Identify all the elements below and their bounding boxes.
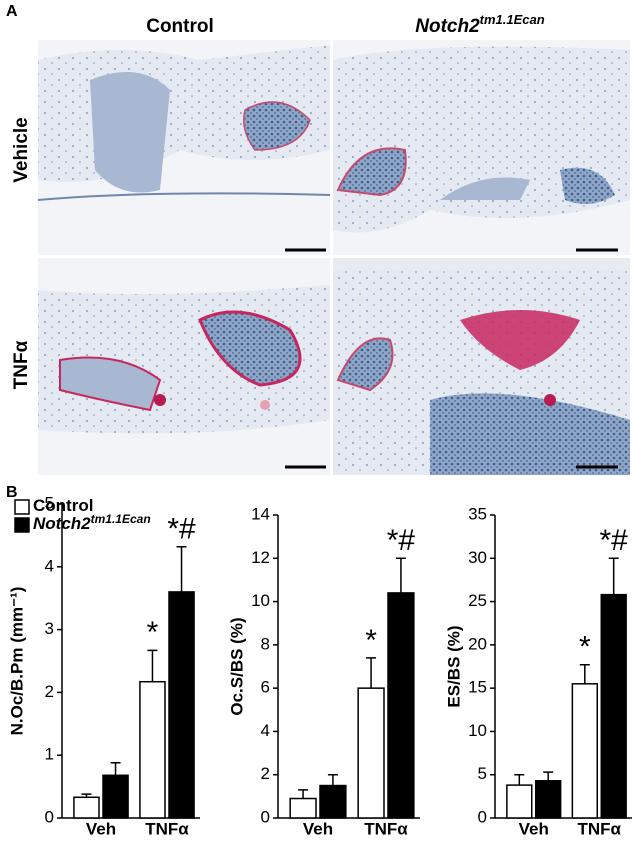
- bar: [357, 687, 385, 819]
- error-bar: [298, 789, 309, 799]
- y-tick-label: 8: [261, 634, 270, 653]
- y-tick-label: 20: [468, 634, 487, 653]
- panel-label: B: [6, 484, 18, 501]
- y-tick-label: 3: [45, 619, 54, 638]
- error-bar: [110, 761, 121, 776]
- y-axis-label: N.Oc/B.Pm (mm⁻¹): [7, 587, 26, 736]
- bar: [387, 592, 415, 819]
- error-bar: [579, 664, 590, 684]
- row-label: Vehicle: [11, 117, 32, 183]
- error-bar: [543, 771, 554, 781]
- y-tick-label: 4: [45, 556, 54, 575]
- bar: [506, 784, 533, 819]
- micrograph: [37, 40, 331, 255]
- x-tick-label: TNFα: [145, 819, 189, 838]
- micrograph: [333, 40, 630, 255]
- y-axis-label: ES/BS (%): [444, 625, 463, 707]
- y-tick-label: 6: [261, 678, 270, 697]
- y-tick-label: 0: [478, 807, 487, 826]
- y-tick-label: 25: [468, 591, 487, 610]
- error-bar: [81, 793, 92, 798]
- bar: [139, 680, 166, 819]
- y-tick-label: 1: [45, 745, 54, 764]
- bar: [102, 774, 129, 819]
- y-tick-label: 0: [45, 807, 54, 826]
- bar: [571, 683, 598, 819]
- error-bar: [176, 545, 187, 592]
- error-bar: [327, 773, 338, 786]
- bar: [535, 780, 562, 819]
- x-tick-label: TNFα: [578, 819, 622, 838]
- panel-label: A: [6, 3, 18, 20]
- error-bar: [395, 557, 406, 593]
- y-tick-label: 14: [251, 504, 270, 523]
- x-tick-label: Veh: [303, 819, 333, 838]
- y-tick-label: 5: [45, 493, 54, 512]
- x-tick-label: TNFα: [364, 819, 408, 838]
- y-tick-label: 2: [45, 682, 54, 701]
- bar: [168, 591, 195, 819]
- row-label: TNFα: [11, 340, 32, 389]
- y-tick-label: 15: [468, 678, 487, 697]
- y-tick-label: 12: [251, 548, 270, 567]
- error-bar: [514, 773, 525, 786]
- error-bar: [608, 557, 619, 595]
- legend-superscript: tm1.1Ecan: [91, 512, 151, 526]
- error-bar: [366, 657, 377, 689]
- legend-text: Control: [33, 496, 93, 515]
- significance-label: *#: [167, 513, 196, 546]
- x-tick-label: Veh: [519, 819, 549, 838]
- micrograph: [38, 258, 330, 475]
- bar: [600, 593, 627, 819]
- y-tick-label: 35: [468, 504, 487, 523]
- bar: [289, 797, 317, 819]
- legend-swatch: [14, 517, 30, 533]
- error-bar: [147, 649, 158, 682]
- significance-label: *: [365, 624, 377, 657]
- significance-label: *: [147, 616, 159, 649]
- y-tick-label: 10: [251, 591, 270, 610]
- y-tick-label: 0: [261, 807, 270, 826]
- legend-swatch: [14, 499, 30, 515]
- y-tick-label: 30: [468, 548, 487, 567]
- y-tick-label: 5: [478, 764, 487, 783]
- y-tick-label: 4: [261, 721, 270, 740]
- column-header: Notch2tm1.1Ecan: [415, 12, 544, 37]
- legend-label: Control: [33, 496, 93, 515]
- y-tick-label: 10: [468, 721, 487, 740]
- bar: [73, 796, 100, 819]
- y-tick-label: 2: [261, 764, 270, 783]
- bar: [319, 784, 347, 819]
- legend-label: Notch2tm1.1Ecan: [33, 512, 151, 533]
- y-axis-label: Oc.S/BS (%): [227, 617, 246, 715]
- significance-label: *: [579, 631, 591, 664]
- header-text: Notch2: [415, 16, 480, 37]
- significance-label: *#: [387, 524, 416, 557]
- x-tick-label: Veh: [86, 819, 116, 838]
- column-header: Control: [146, 16, 214, 37]
- significance-label: *#: [600, 524, 629, 557]
- header-superscript: tm1.1Ecan: [480, 12, 545, 27]
- micrograph: [333, 258, 630, 475]
